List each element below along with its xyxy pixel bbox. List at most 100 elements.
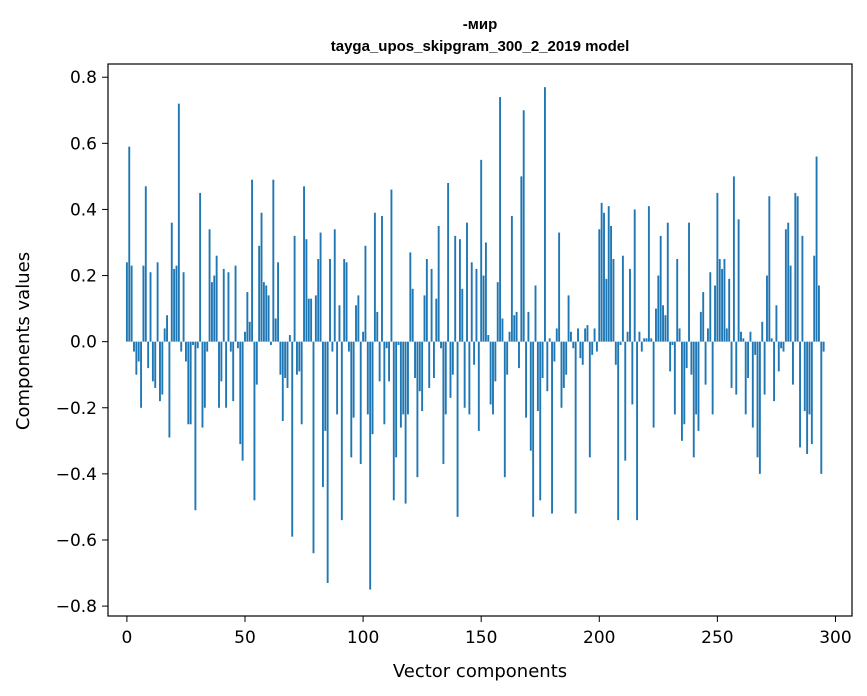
bars-group bbox=[125, 87, 825, 590]
bar-22 bbox=[177, 103, 180, 342]
bar-174 bbox=[536, 341, 539, 412]
bar-140 bbox=[456, 341, 459, 517]
bar-63 bbox=[274, 318, 277, 342]
bar-158 bbox=[499, 97, 502, 342]
bar-182 bbox=[555, 328, 558, 342]
bar-36 bbox=[210, 282, 213, 342]
bar-8 bbox=[144, 186, 147, 342]
bar-110 bbox=[385, 341, 388, 349]
bar-102 bbox=[366, 341, 369, 415]
bar-16 bbox=[163, 328, 166, 342]
bar-153 bbox=[487, 335, 490, 342]
bar-271 bbox=[766, 275, 768, 342]
bar-294 bbox=[820, 341, 823, 474]
bar-6 bbox=[140, 341, 143, 408]
bar-180 bbox=[551, 341, 553, 514]
bar-286 bbox=[801, 235, 804, 342]
bar-145 bbox=[468, 341, 471, 415]
bar-71 bbox=[293, 235, 296, 342]
bar-44 bbox=[229, 341, 232, 352]
bar-228 bbox=[664, 315, 667, 342]
bar-118 bbox=[404, 341, 407, 504]
bar-210 bbox=[621, 255, 624, 342]
bar-236 bbox=[683, 341, 686, 425]
bar-80 bbox=[314, 295, 317, 342]
bar-150 bbox=[480, 159, 483, 342]
x-axis: 0 50 100 150 200 250 300 bbox=[121, 616, 852, 648]
bar-96 bbox=[352, 341, 355, 418]
bar-105 bbox=[373, 212, 376, 342]
bar-203 bbox=[605, 278, 608, 342]
bar-89 bbox=[336, 341, 339, 415]
bar-106 bbox=[376, 311, 379, 342]
bar-171 bbox=[529, 341, 532, 451]
bar-73 bbox=[298, 341, 301, 372]
bar-45 bbox=[232, 341, 235, 402]
bar-161 bbox=[506, 341, 509, 375]
bar-17 bbox=[166, 315, 168, 342]
bar-280 bbox=[787, 222, 790, 342]
bar-94 bbox=[347, 341, 350, 352]
bar-24 bbox=[182, 272, 185, 342]
x-tick-label: 0 bbox=[121, 628, 132, 648]
bar-43 bbox=[227, 272, 230, 342]
bar-295 bbox=[822, 341, 825, 352]
bar-19 bbox=[170, 222, 173, 342]
bar-60 bbox=[267, 295, 270, 342]
bar-215 bbox=[633, 209, 636, 342]
bar-266 bbox=[754, 341, 757, 355]
bar-225 bbox=[657, 275, 660, 342]
bar-166 bbox=[518, 341, 520, 369]
bar-38 bbox=[215, 255, 218, 342]
bar-58 bbox=[262, 282, 265, 342]
bar-70 bbox=[291, 341, 294, 537]
bar-221 bbox=[647, 206, 650, 342]
bar-194 bbox=[584, 328, 587, 342]
bar-123 bbox=[416, 341, 419, 478]
bar-273 bbox=[770, 338, 773, 342]
bar-218 bbox=[640, 341, 643, 352]
y-tick-label: −0.8 bbox=[56, 597, 97, 617]
bar-33 bbox=[203, 341, 206, 408]
bar-193 bbox=[581, 341, 584, 365]
y-tick-label: 0.2 bbox=[70, 267, 97, 287]
bar-220 bbox=[645, 338, 648, 342]
bar-88 bbox=[333, 229, 336, 342]
bar-151 bbox=[482, 275, 485, 342]
bar-55 bbox=[255, 341, 258, 385]
plot-frame bbox=[107, 63, 853, 617]
bar-141 bbox=[458, 239, 461, 342]
bar-198 bbox=[593, 328, 596, 342]
bar-15 bbox=[161, 341, 164, 395]
y-axis: −0.8 −0.6 −0.4 −0.2 0.0 0.2 0.4 0.6 0.8 bbox=[56, 68, 108, 617]
bar-50 bbox=[244, 331, 246, 342]
bar-27 bbox=[189, 341, 192, 425]
bar-23 bbox=[180, 341, 183, 352]
bar-72 bbox=[296, 341, 298, 375]
bar-205 bbox=[610, 225, 613, 342]
bar-78 bbox=[310, 298, 313, 342]
bar-238 bbox=[688, 222, 690, 342]
bar-146 bbox=[470, 262, 473, 342]
bar-64 bbox=[277, 262, 279, 342]
bar-124 bbox=[418, 341, 421, 392]
y-tick-label: 0.0 bbox=[70, 333, 97, 353]
bar-127 bbox=[425, 259, 428, 342]
bar-196 bbox=[588, 341, 591, 458]
bar-186 bbox=[565, 341, 568, 375]
bar-293 bbox=[817, 285, 820, 342]
bar-120 bbox=[409, 252, 412, 342]
bar-86 bbox=[329, 259, 331, 342]
bar-53 bbox=[251, 179, 254, 342]
bar-52 bbox=[248, 321, 251, 342]
bar-128 bbox=[428, 341, 431, 388]
bar-81 bbox=[317, 259, 320, 342]
bar-202 bbox=[603, 212, 605, 342]
bar-98 bbox=[357, 295, 360, 342]
bar-111 bbox=[388, 341, 391, 382]
bar-47 bbox=[236, 341, 239, 349]
bar-29 bbox=[194, 341, 197, 511]
bar-175 bbox=[539, 341, 542, 501]
bar-4 bbox=[135, 341, 138, 375]
bar-137 bbox=[449, 341, 452, 398]
